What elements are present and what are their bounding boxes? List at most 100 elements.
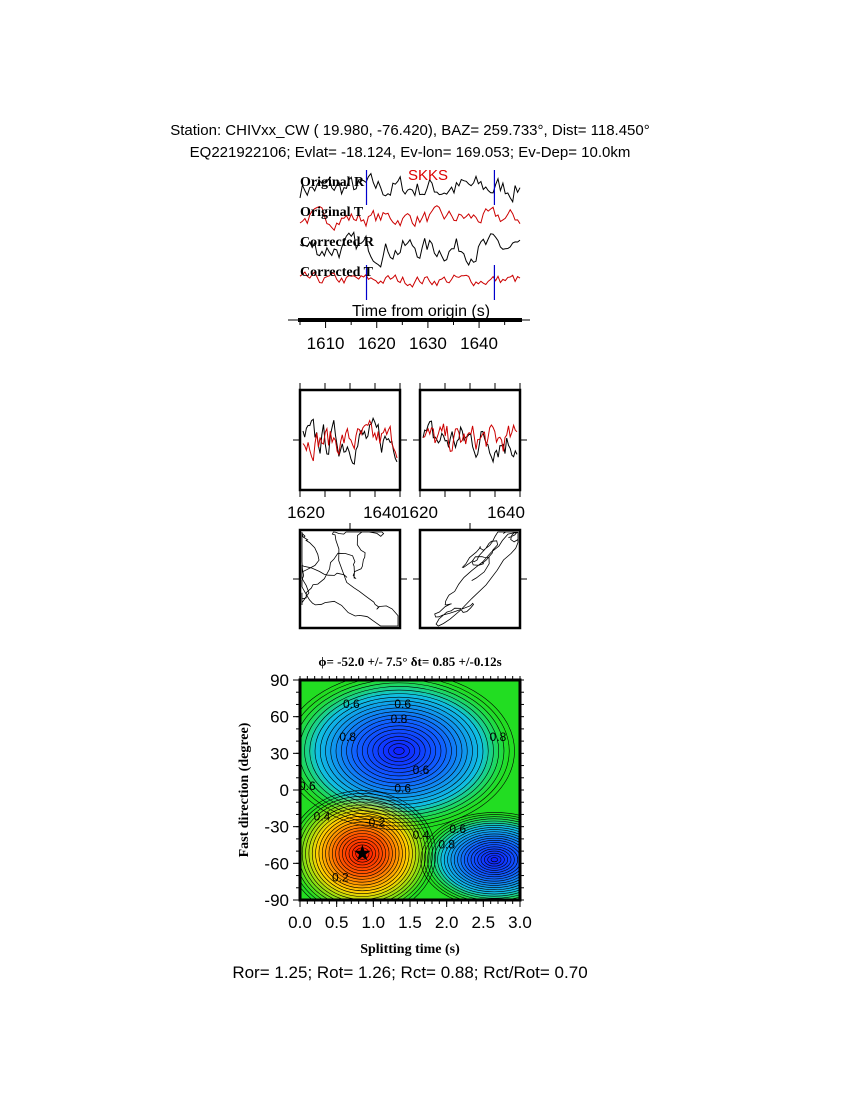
particle-motion-path xyxy=(434,531,519,627)
contour-line xyxy=(341,836,383,872)
particle-motion-panels xyxy=(293,523,527,630)
energy-map: 0.6 0.60.80.80.60.60.80.60.4 0.20.4 0.60.80… xyxy=(299,680,520,900)
trace-0 xyxy=(299,172,521,204)
map-region xyxy=(424,814,520,900)
contour-label: 0.8 xyxy=(490,730,507,744)
contour-line xyxy=(453,833,520,886)
time-axis: 1610 1620 1630 1640 xyxy=(288,318,530,353)
y-tick-label: 30 xyxy=(270,744,289,763)
contour-label: 0.2 xyxy=(332,871,349,885)
contour-line xyxy=(487,855,502,865)
particle-motion-path xyxy=(301,531,399,627)
contour-line xyxy=(460,837,520,882)
contour-line xyxy=(463,840,520,880)
contour-label: 0.4 xyxy=(413,828,430,842)
contour-line xyxy=(300,790,437,900)
contour-line xyxy=(473,846,515,873)
contour-line xyxy=(325,700,473,802)
time-tick-label: 1610 xyxy=(307,334,345,353)
contour-label: 0.6 xyxy=(394,697,411,711)
trace-2 xyxy=(299,231,521,268)
x-tick-label: 0.5 xyxy=(325,913,349,932)
contour-line xyxy=(330,704,468,798)
contour-line xyxy=(430,818,520,900)
contour-line xyxy=(367,729,431,773)
contour-line xyxy=(340,711,458,791)
contour-line xyxy=(437,822,520,897)
contour-line xyxy=(423,814,520,900)
trace-label-original-t: Original T xyxy=(300,205,364,220)
map-title: ϕ= -52.0 +/- 7.5° δt= 0.85 +/-0.12s xyxy=(318,654,501,669)
contour-label: 0.6 xyxy=(299,779,316,793)
contour-line xyxy=(393,747,405,755)
contour-line xyxy=(335,830,390,877)
contour-line xyxy=(382,739,416,762)
win-left-tick-1640: 1640 xyxy=(363,503,401,522)
contour-line xyxy=(335,707,463,795)
contour-line xyxy=(300,680,515,830)
contour-line xyxy=(304,686,494,816)
contour-line xyxy=(457,835,520,884)
event-info: EQ221922106; Evlat= -18.124, Ev-lon= 169… xyxy=(190,144,631,161)
contour-line xyxy=(300,796,430,900)
window-trace-red xyxy=(302,419,398,462)
contour-line xyxy=(300,680,510,827)
y-tick-label: -60 xyxy=(264,854,289,873)
contour-line xyxy=(300,793,433,900)
contour-line xyxy=(355,847,370,860)
contour-line xyxy=(477,848,512,871)
contour-line xyxy=(467,842,520,878)
contour-label: 0.6 xyxy=(413,763,430,777)
contour-line xyxy=(358,850,366,857)
trace-panel xyxy=(299,170,521,300)
window-trace-black xyxy=(422,420,518,464)
contour-label: 0.6 xyxy=(343,697,360,711)
contour-line xyxy=(388,743,410,759)
trace-1 xyxy=(299,205,521,232)
contour-line xyxy=(301,801,423,900)
phase-label: SKKS xyxy=(408,167,448,184)
contour-line xyxy=(440,825,520,895)
x-tick-label: 1.5 xyxy=(398,913,422,932)
contour-line xyxy=(338,833,387,874)
contour-line xyxy=(447,829,520,891)
contour-line xyxy=(345,838,380,869)
win-left-tick-1620: 1620 xyxy=(287,503,325,522)
contour-line xyxy=(377,736,421,766)
contour-line xyxy=(352,844,373,863)
window-panels xyxy=(293,383,527,497)
particle-motion-frame xyxy=(418,528,522,630)
contour-label: 0.8 xyxy=(339,730,356,744)
contour-line xyxy=(300,682,500,820)
footer-stats: Ror= 1.25; Rot= 1.26; Rct= 0.88; Rct/Rot… xyxy=(232,963,587,982)
contour-label: 0.8 xyxy=(391,712,408,726)
contour-line xyxy=(309,689,489,813)
contour-label: 0.2 xyxy=(369,816,386,830)
y-tick-label: 0 xyxy=(280,781,289,800)
win-right-tick-1640: 1640 xyxy=(487,503,525,522)
map-ylabel: Fast direction (degree) xyxy=(237,722,252,857)
contour-line xyxy=(443,827,520,893)
map-xlabel: Splitting time (s) xyxy=(360,942,460,957)
trace-3 xyxy=(299,271,521,288)
contour-line xyxy=(311,810,413,897)
contour-line xyxy=(433,820,520,899)
trace-label-original-r: Original R xyxy=(300,175,365,190)
contour-line xyxy=(450,831,520,888)
time-tick-label: 1630 xyxy=(409,334,447,353)
contour-line xyxy=(351,718,447,784)
contour-line xyxy=(300,680,505,823)
contour-line xyxy=(305,804,420,900)
contour-line xyxy=(325,821,400,886)
contour-line xyxy=(346,714,452,787)
y-tick-label: -90 xyxy=(264,891,289,910)
contour-line xyxy=(314,693,484,809)
contour-line xyxy=(480,850,508,869)
contour-line xyxy=(321,818,403,889)
time-axis-label: Time from origin (s) xyxy=(352,303,490,320)
contour-label: 0.4 xyxy=(314,810,331,824)
station-info: Station: CHIVxx_CW ( 19.980, -76.420), B… xyxy=(170,122,649,139)
contour-line xyxy=(420,812,520,900)
contour-line xyxy=(470,844,519,876)
